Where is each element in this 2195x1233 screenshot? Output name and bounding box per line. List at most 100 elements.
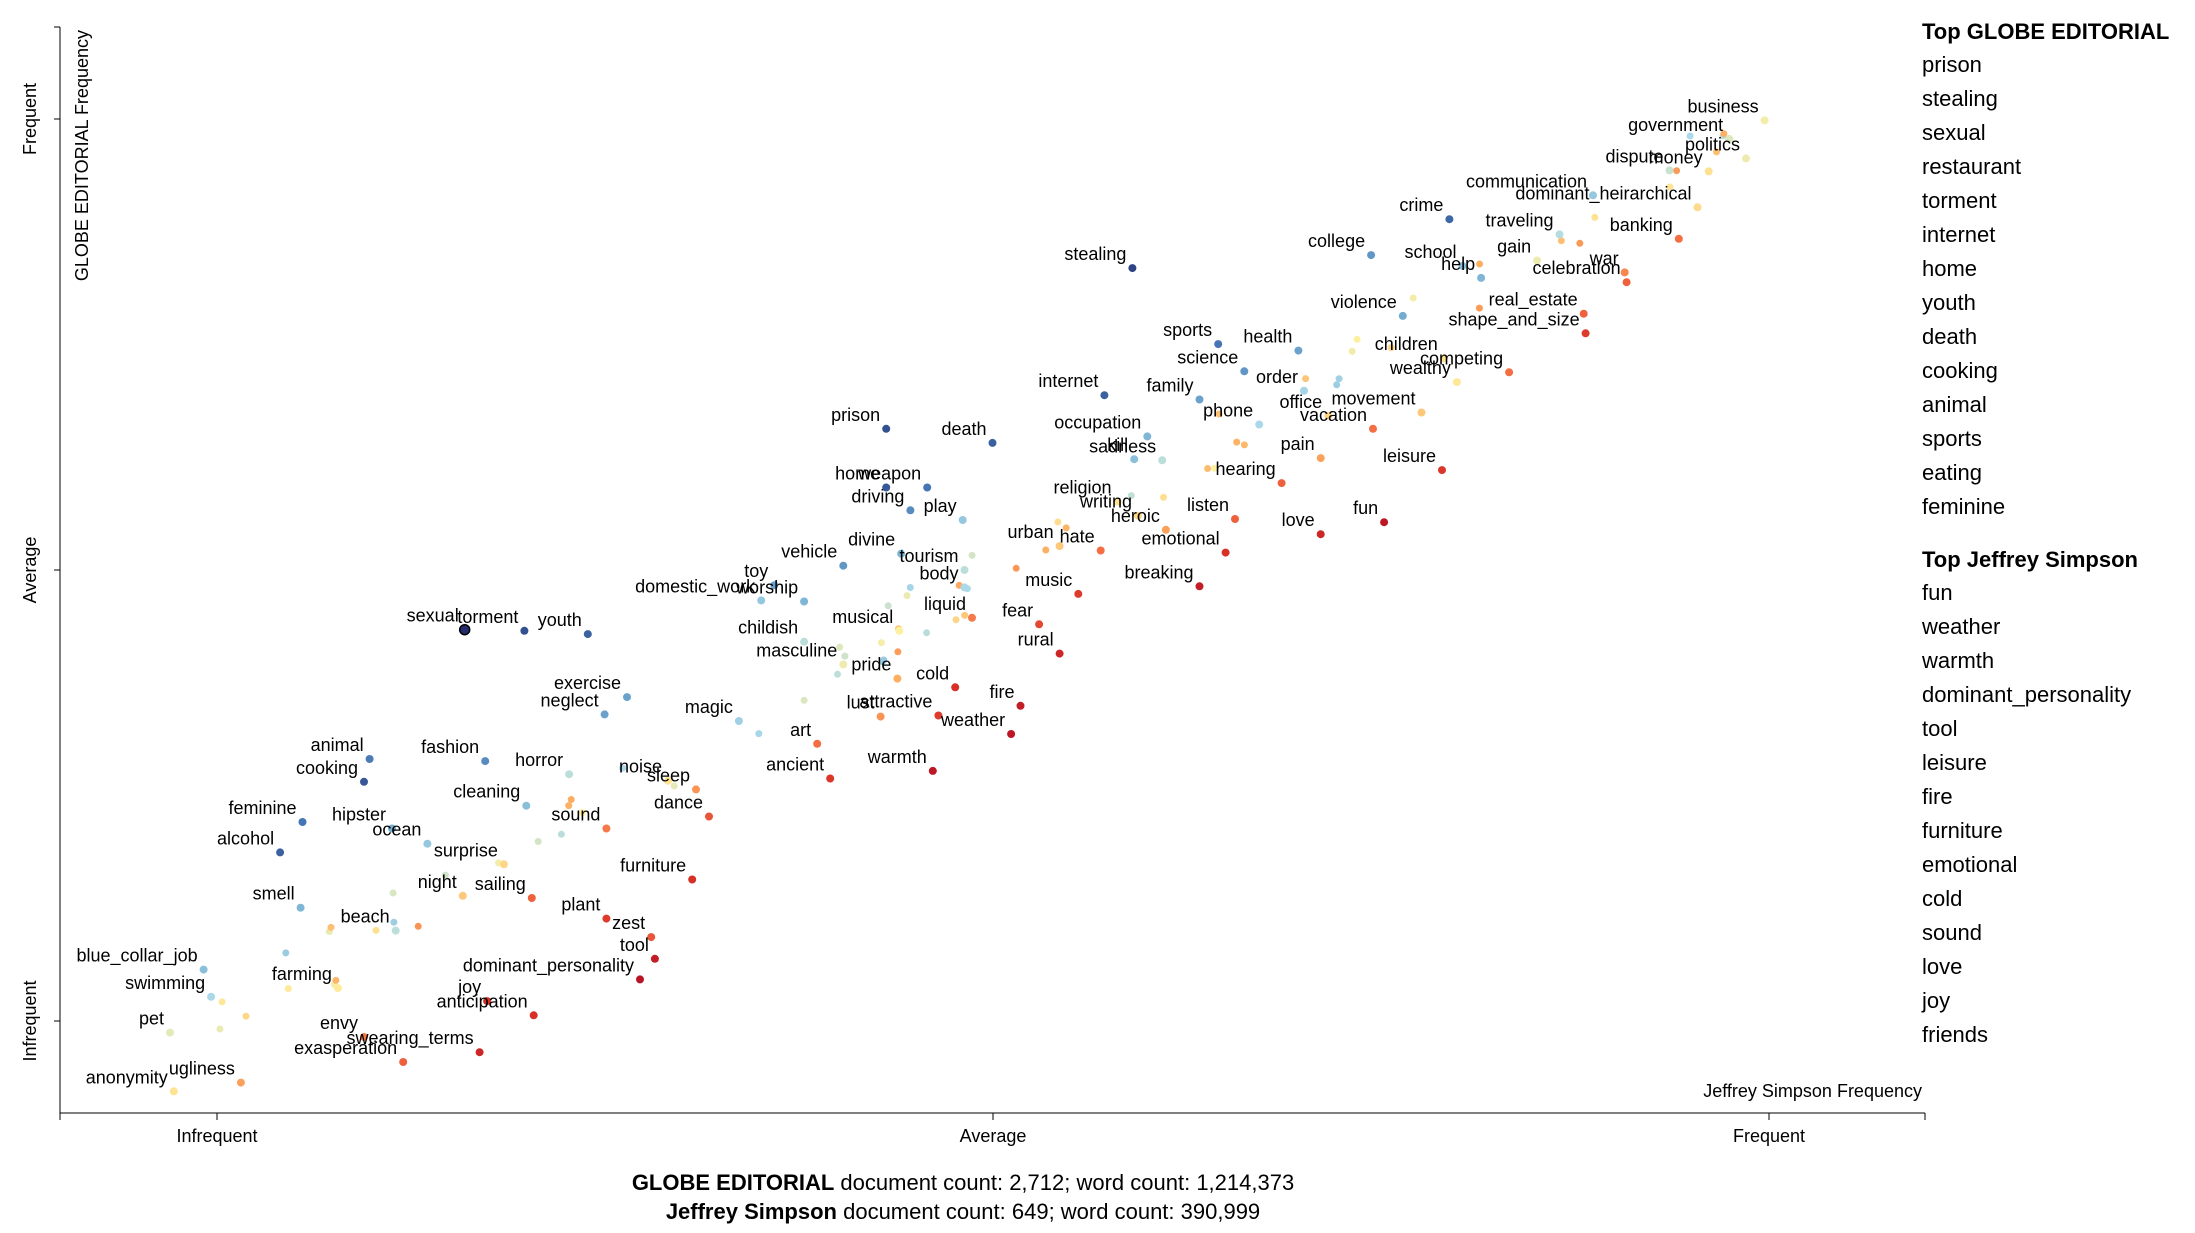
term-label-fun[interactable]: fun <box>1353 498 1378 518</box>
top-simpson-term[interactable]: warmth <box>1922 648 1995 673</box>
term-label-children[interactable]: children <box>1375 334 1438 354</box>
term-point-attractive[interactable] <box>934 711 943 720</box>
top-globe-term[interactable]: cooking <box>1922 358 1998 383</box>
term-point-occupation[interactable] <box>1143 432 1152 441</box>
term-point-masculine[interactable] <box>839 660 848 669</box>
term-label-envy[interactable]: envy <box>320 1013 358 1033</box>
term-label-prison[interactable]: prison <box>831 405 880 425</box>
top-globe-term[interactable]: restaurant <box>1922 154 2022 179</box>
term-label-gain[interactable]: gain <box>1497 237 1531 257</box>
term-label-celebration[interactable]: celebration <box>1533 258 1621 278</box>
term-point-crime[interactable] <box>1445 215 1454 224</box>
term-label-real_estate[interactable]: real_estate <box>1489 290 1578 311</box>
term-label-surprise[interactable]: surprise <box>434 840 498 860</box>
top-globe-term[interactable]: sexual <box>1922 120 1986 145</box>
term-point-hearing[interactable] <box>1277 479 1286 488</box>
term-label-body[interactable]: body <box>919 563 958 583</box>
term-label-school[interactable]: school <box>1404 242 1456 262</box>
top-simpson-term[interactable]: fire <box>1922 784 1953 809</box>
term-point-pet[interactable] <box>166 1028 174 1037</box>
term-point-ancient[interactable] <box>826 774 835 783</box>
term-label-fashion[interactable]: fashion <box>421 737 479 757</box>
term-point-heroic[interactable] <box>1161 525 1170 534</box>
term-point-order[interactable] <box>1300 386 1308 395</box>
term-label-war[interactable]: war <box>1589 248 1619 268</box>
term-point-family[interactable] <box>1195 395 1204 404</box>
term-point-health[interactable] <box>1294 346 1303 355</box>
term-label-stealing[interactable]: stealing <box>1064 244 1126 264</box>
top-globe-term[interactable]: youth <box>1922 290 1976 315</box>
top-simpson-term[interactable]: furniture <box>1922 818 2003 843</box>
term-point-domestic_work[interactable] <box>757 596 766 605</box>
term-point-cooking[interactable] <box>360 777 368 786</box>
term-point-banking[interactable] <box>1674 234 1683 243</box>
term-label-banking[interactable]: banking <box>1610 215 1673 235</box>
term-label-college[interactable]: college <box>1308 231 1365 251</box>
term-point-children[interactable] <box>1439 354 1448 363</box>
top-globe-term[interactable]: torment <box>1922 188 1997 213</box>
term-label-sexual[interactable]: sexual <box>407 606 459 626</box>
term-point-urban[interactable] <box>1055 542 1064 551</box>
term-point-driving[interactable] <box>906 506 915 515</box>
term-point-vehicle[interactable] <box>839 561 848 570</box>
term-label-beach[interactable]: beach <box>341 907 390 927</box>
term-point-politics[interactable] <box>1742 154 1750 163</box>
term-point-government[interactable] <box>1725 134 1734 143</box>
term-point-internet[interactable] <box>1100 391 1109 400</box>
term-label-blue_collar_job[interactable]: blue_collar_job <box>77 946 198 967</box>
term-label-traveling[interactable]: traveling <box>1485 210 1553 230</box>
top-globe-term[interactable]: sports <box>1922 426 1982 451</box>
term-point-envy[interactable] <box>360 1033 368 1041</box>
term-point-divine[interactable] <box>897 549 906 558</box>
term-point-art[interactable] <box>813 739 822 748</box>
term-label-phone[interactable]: phone <box>1203 401 1253 421</box>
term-point-movement[interactable] <box>1417 408 1426 417</box>
top-simpson-term[interactable]: tool <box>1922 716 1958 741</box>
top-globe-term[interactable]: death <box>1922 324 1978 349</box>
term-point-sports[interactable] <box>1214 340 1223 349</box>
term-label-fear[interactable]: fear <box>1002 600 1033 620</box>
term-point-surprise[interactable] <box>499 860 508 869</box>
term-point-science[interactable] <box>1240 367 1249 376</box>
term-label-hate[interactable]: hate <box>1060 527 1095 547</box>
term-point-communication[interactable] <box>1589 191 1597 200</box>
term-label-love[interactable]: love <box>1282 510 1315 530</box>
term-label-lust[interactable]: lust <box>847 693 875 713</box>
term-label-torment[interactable]: torment <box>457 607 518 627</box>
term-label-horror[interactable]: horror <box>515 750 563 770</box>
term-label-childish[interactable]: childish <box>738 618 798 638</box>
term-point-dispute[interactable] <box>1665 166 1674 175</box>
term-point-celebration[interactable] <box>1622 278 1631 287</box>
term-point-swearing_terms[interactable] <box>475 1048 484 1057</box>
term-point-stealing[interactable] <box>1128 264 1137 273</box>
top-simpson-term[interactable]: emotional <box>1922 852 2018 877</box>
term-point-music[interactable] <box>1074 589 1083 598</box>
term-point-dance[interactable] <box>705 812 713 821</box>
term-label-play[interactable]: play <box>924 496 957 516</box>
term-label-exercise[interactable]: exercise <box>554 673 621 693</box>
term-point-rural[interactable] <box>1055 649 1064 658</box>
term-point-youth[interactable] <box>583 630 592 639</box>
term-label-plant[interactable]: plant <box>561 895 600 915</box>
term-label-warmth[interactable]: warmth <box>867 747 927 767</box>
term-point-animal[interactable] <box>365 755 374 763</box>
term-label-domestic_work[interactable]: domestic_work <box>635 576 756 597</box>
top-globe-term[interactable]: animal <box>1922 392 1987 417</box>
term-point-toy[interactable] <box>770 581 779 590</box>
term-point-school[interactable] <box>1458 261 1467 270</box>
term-point-prison[interactable] <box>882 424 891 433</box>
term-point-emotional[interactable] <box>1221 548 1230 557</box>
term-label-night[interactable]: night <box>418 872 457 892</box>
term-label-toy[interactable]: toy <box>744 561 768 581</box>
term-label-anticipation[interactable]: anticipation <box>437 991 528 1011</box>
term-label-ocean[interactable]: ocean <box>372 820 421 840</box>
term-label-government[interactable]: government <box>1628 115 1723 135</box>
term-point-tool[interactable] <box>650 954 659 963</box>
top-simpson-term[interactable]: sound <box>1922 920 1982 945</box>
term-label-violence[interactable]: violence <box>1331 292 1397 312</box>
term-point-swimming[interactable] <box>207 992 216 1001</box>
term-label-writing[interactable]: writing <box>1079 492 1132 512</box>
term-point-business[interactable] <box>1760 116 1769 125</box>
term-point-magic[interactable] <box>734 717 743 725</box>
term-point-childish[interactable] <box>800 637 809 646</box>
